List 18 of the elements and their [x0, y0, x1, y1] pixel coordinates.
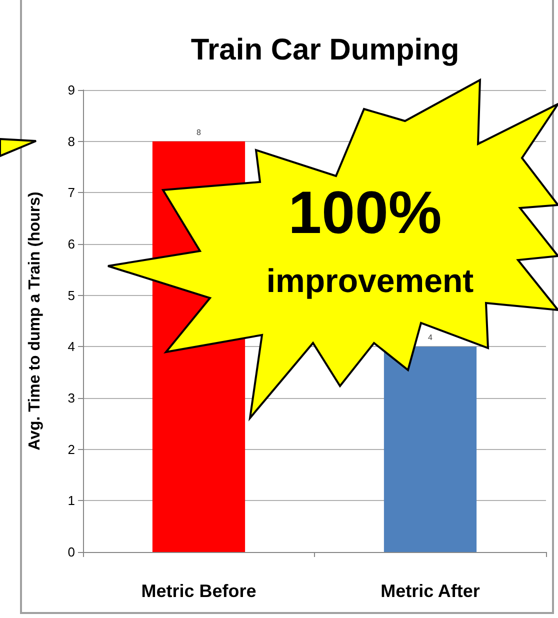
y-tick-label: 9 — [68, 82, 75, 98]
y-axis-title: Avg. Time to dump a Train (hours) — [26, 192, 44, 450]
y-tick-label: 4 — [68, 339, 75, 354]
annotation: improvement — [265, 262, 475, 300]
chart-title: Train Car Dumping — [190, 34, 460, 66]
y-tick-label: 6 — [68, 236, 75, 252]
annotation: 100% — [287, 178, 443, 247]
data-label: 4 — [428, 333, 434, 342]
x-tick-label: Metric Before — [141, 581, 256, 601]
data-label: 8 — [196, 128, 202, 137]
y-tick-label: 0 — [68, 544, 75, 560]
y-tick-label: 1 — [68, 493, 75, 508]
y-tick-label: 8 — [68, 134, 75, 149]
y-tick-label: 3 — [68, 390, 75, 406]
y-tick-label: 7 — [68, 185, 75, 200]
y-tick-label: 2 — [68, 442, 75, 457]
x-tick-label: Metric After — [380, 581, 480, 601]
y-tick-label: 5 — [68, 288, 75, 303]
